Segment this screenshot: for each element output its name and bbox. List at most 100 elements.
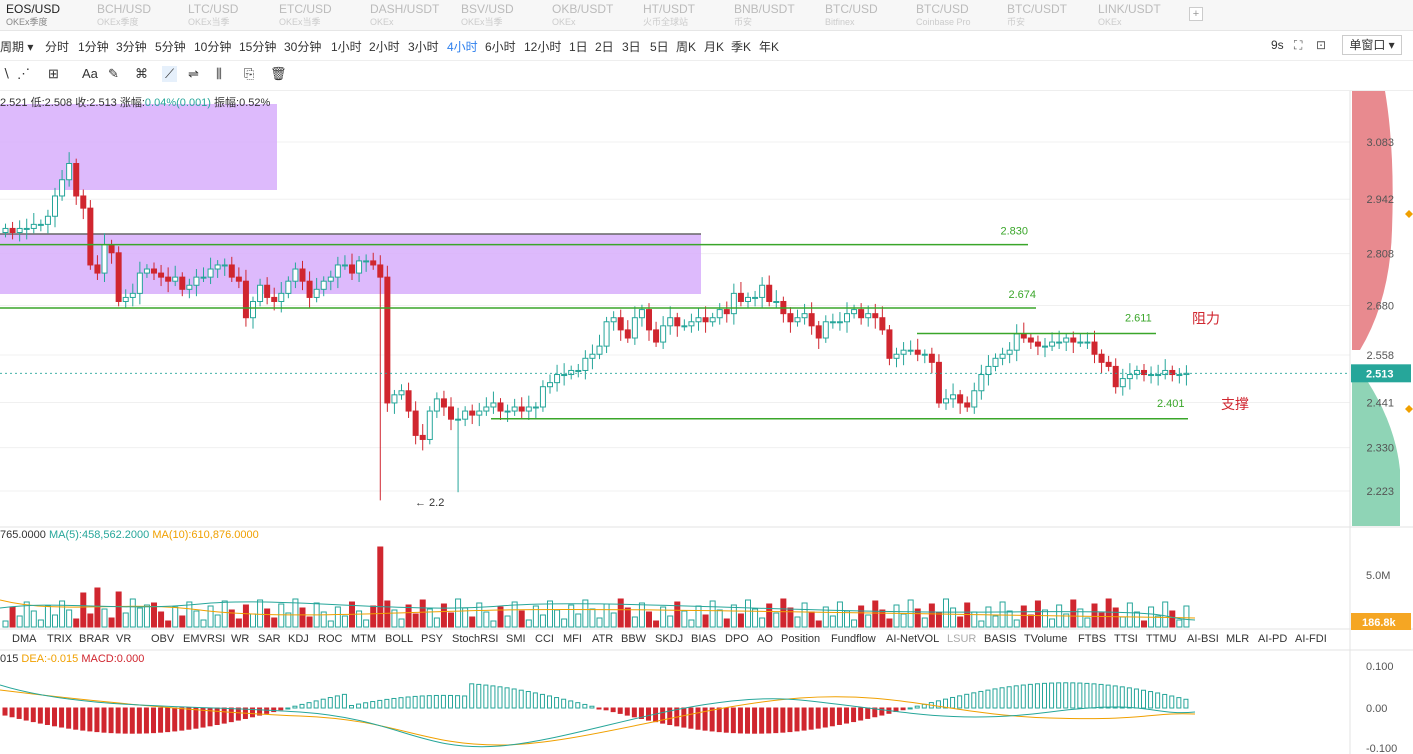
indicator-tab[interactable]: MTM — [351, 633, 377, 645]
ticker-tab[interactable]: BCH/USD OKEx季度 — [97, 3, 187, 28]
text-tool-icon[interactable]: Aa — [82, 66, 98, 81]
candle-up — [638, 309, 645, 319]
period-option[interactable]: 1小时 — [331, 40, 362, 54]
period-option[interactable]: 分时 — [45, 40, 70, 54]
period-option[interactable]: 1分钟 — [78, 40, 109, 54]
ticker-tab[interactable]: BSV/USD OKEx当季 — [461, 3, 551, 28]
trash-icon[interactable]: 🗑 — [270, 66, 287, 81]
ticker-tab[interactable]: ETC/USD OKEx当季 — [279, 3, 369, 28]
ticker-tab[interactable]: LINK/USDT OKEx — [1098, 3, 1188, 28]
volume-bar — [900, 613, 907, 628]
indicator-tab[interactable]: OBV — [151, 633, 175, 645]
indicator-tab[interactable]: StochRSI — [452, 633, 499, 645]
indicator-tab[interactable]: AI-PD — [1258, 633, 1288, 645]
indicator-tab[interactable]: AI-FDI — [1295, 633, 1327, 645]
indicator-tab[interactable]: BIAS — [691, 633, 717, 645]
indicator-tab[interactable]: RSI — [207, 633, 226, 645]
indicator-tab[interactable]: AI-BSI — [1187, 633, 1219, 645]
volume-bar — [978, 620, 985, 628]
candle-up — [172, 276, 179, 282]
indicator-tab[interactable]: BOLL — [385, 633, 414, 645]
period-option[interactable]: 月K — [704, 40, 725, 54]
volume-bar — [1133, 611, 1140, 628]
measure-icon[interactable]: ⇌ — [188, 66, 199, 81]
ticker-tab[interactable]: BTC/USD Bitfinex — [825, 3, 915, 28]
indicator-tab[interactable]: BASIS — [984, 633, 1017, 645]
line-tool-icon[interactable]: ∖ — [2, 66, 11, 81]
indicator-tab[interactable]: BRAR — [79, 633, 110, 645]
indicator-tab[interactable]: MLR — [1226, 633, 1250, 645]
ticker-tab[interactable]: BTC/USDT 币安 — [1007, 3, 1097, 28]
indicator-tab[interactable]: CCI — [535, 633, 554, 645]
indicator-tab[interactable]: SMI — [506, 633, 526, 645]
indicator-tab[interactable]: WR — [231, 633, 250, 645]
indicator-tab[interactable]: AO — [757, 633, 773, 645]
period-option[interactable]: 年K — [759, 40, 780, 54]
ticker-tab[interactable]: OKB/USDT OKEx — [552, 3, 642, 28]
refresh-interval[interactable]: 9s — [1271, 38, 1284, 52]
period-option[interactable]: 10分钟 — [194, 40, 232, 54]
magnet-icon[interactable]: ⌘ — [135, 66, 148, 81]
indicator-tab[interactable]: KDJ — [288, 633, 309, 645]
period-option[interactable]: 周K — [676, 40, 697, 54]
indicator-tab[interactable]: LSUR — [947, 633, 977, 645]
indicator-tab[interactable]: TRIX — [47, 633, 73, 645]
ticker-tab[interactable]: LTC/USD OKEx当季 — [188, 3, 278, 28]
fullscreen-icon[interactable]: ⛶ — [1294, 38, 1303, 52]
indicator-tab[interactable]: DPO — [725, 633, 749, 645]
volume-bar — [1020, 605, 1027, 628]
brush-icon[interactable]: ✎ — [108, 66, 119, 81]
period-selector[interactable]: 周期 ▾ — [0, 40, 34, 54]
ticker-tab[interactable]: BTC/USD Coinbase Pro — [916, 3, 1006, 28]
indicator-tab[interactable]: VR — [116, 633, 132, 645]
macd-axis-label: 0.100 — [1366, 661, 1394, 673]
ruler-icon[interactable]: ⟋ — [162, 66, 178, 82]
indicator-tab[interactable]: BBW — [621, 633, 647, 645]
period-option[interactable]: 季K — [731, 40, 752, 54]
period-option[interactable]: 6小时 — [485, 40, 516, 54]
indicator-tab[interactable]: ATR — [592, 633, 614, 645]
period-option[interactable]: 2日 — [595, 40, 614, 54]
screenshot-icon[interactable]: ⊡ — [1316, 38, 1327, 52]
macd-bar — [2, 707, 8, 716]
ticker-tab[interactable]: EOS/USD OKEx季度 — [6, 3, 96, 28]
plus-icon[interactable]: + — [1189, 7, 1203, 21]
period-option[interactable]: 3小时 — [408, 40, 439, 54]
indicator-tab[interactable]: Fundflow — [831, 633, 876, 645]
period-option[interactable]: 12小时 — [524, 40, 562, 54]
fib-tool-icon[interactable]: ⋰ — [17, 66, 30, 81]
period-option[interactable]: 4小时 — [447, 40, 478, 54]
crosshair-icon[interactable]: ⊞ — [48, 66, 59, 81]
period-option[interactable]: 3日 — [622, 40, 641, 54]
ticker-source: 币安 — [1007, 17, 1026, 27]
period-option[interactable]: 30分钟 — [284, 40, 322, 54]
indicator-tab[interactable]: ROC — [318, 633, 343, 645]
period-option[interactable]: 3分钟 — [116, 40, 147, 54]
indicator-tab[interactable]: MFI — [563, 633, 582, 645]
copy-icon[interactable]: ⎘ — [244, 66, 255, 81]
indicator-tab[interactable]: TTSI — [1114, 633, 1138, 645]
candle-down — [469, 410, 476, 416]
window-mode-select[interactable]: 单窗口 ▾ — [1342, 35, 1402, 55]
volume-bar — [469, 616, 476, 628]
chart-area[interactable]: 2.830 2.674 2.611 阻力 2.401 支撑 ← 2.2 3.083 2.942 2… — [0, 91, 1413, 754]
indicator-tab[interactable]: DMA — [12, 633, 37, 645]
period-option[interactable]: 15分钟 — [239, 40, 277, 54]
period-option[interactable]: 2小时 — [369, 40, 400, 54]
period-option[interactable]: 5日 — [650, 40, 669, 54]
indicator-tab[interactable]: FTBS — [1078, 633, 1107, 645]
indicator-tab[interactable]: SKDJ — [655, 633, 684, 645]
period-option[interactable]: 1日 — [569, 40, 588, 54]
indicator-tab[interactable]: TTMU — [1146, 633, 1177, 645]
indicator-tab[interactable]: Position — [781, 633, 821, 645]
indicator-tab[interactable]: PSY — [421, 633, 444, 645]
indicator-tab[interactable]: SAR — [258, 633, 281, 645]
ticker-tab[interactable]: BNB/USDT 币安 — [734, 3, 824, 28]
indicator-tab[interactable]: EMV — [183, 633, 207, 645]
period-option[interactable]: 5分钟 — [155, 40, 186, 54]
indicator-tab[interactable]: AI-NetVOL — [886, 633, 940, 645]
ticker-tab[interactable]: HT/USDT 火币全球站 — [643, 3, 733, 28]
candle-icon[interactable]: ⫼ — [216, 66, 222, 81]
ticker-tab[interactable]: DASH/USDT OKEx — [370, 3, 460, 28]
indicator-tab[interactable]: TVolume — [1024, 633, 1068, 645]
